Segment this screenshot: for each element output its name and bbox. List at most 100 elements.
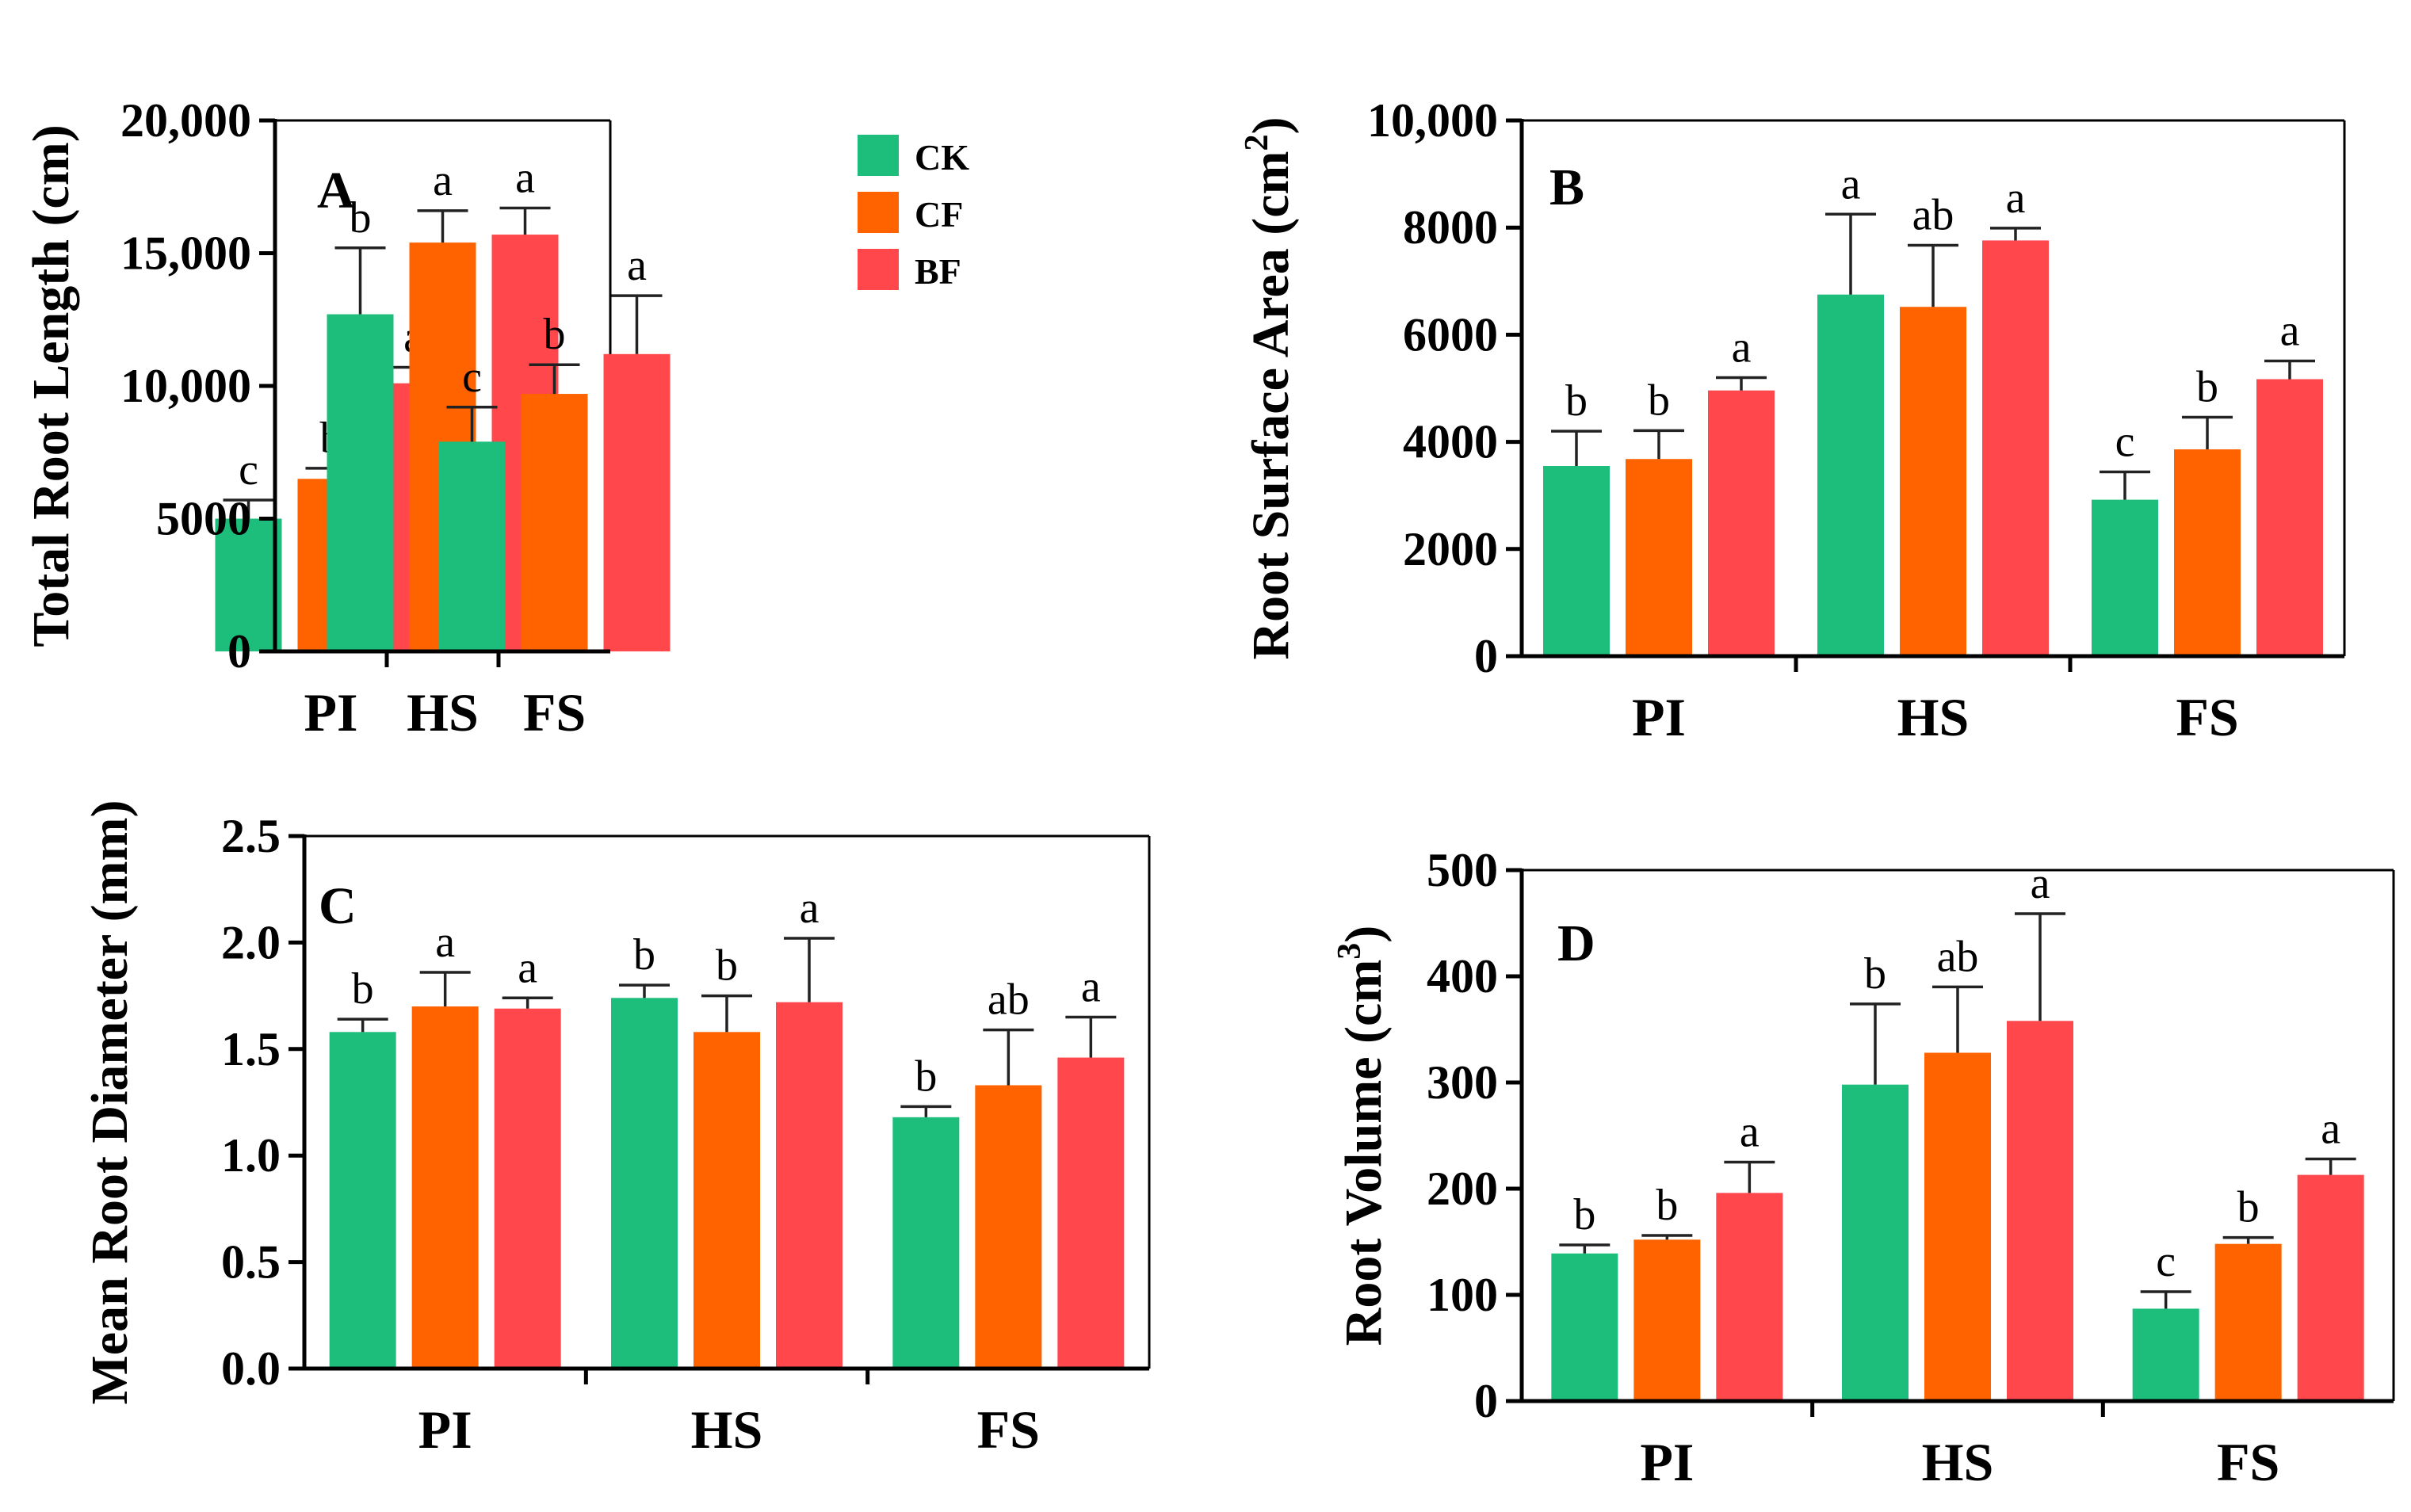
y-axis-title-superscript: 2 — [1239, 134, 1275, 151]
bar-cf-fs — [521, 394, 588, 651]
x-tick-label: FS — [2176, 687, 2238, 747]
x-tick-label: PI — [1632, 687, 1686, 747]
y-axis-title-text: Total Root Length (cm) — [22, 124, 80, 647]
y-tick-label: 4000 — [1403, 416, 1498, 468]
significance-letter: c — [462, 353, 482, 402]
x-tick-label: HS — [407, 682, 479, 743]
bar-ck-pi — [329, 1032, 396, 1369]
x-tick-label: FS — [523, 682, 586, 743]
x-tick-label: HS — [1922, 1432, 1994, 1492]
bar-bf-hs — [1982, 240, 2049, 656]
x-tick-label: PI — [1640, 1432, 1694, 1492]
bar-ck-hs — [327, 314, 394, 651]
significance-letter: ab — [1912, 191, 1954, 240]
bar-ck-pi — [215, 518, 282, 651]
significance-letter: a — [433, 156, 453, 205]
bar-ck-hs — [611, 998, 678, 1369]
bar-cf-pi — [1633, 1239, 1701, 1401]
y-tick-label: 0 — [227, 625, 251, 678]
panel-letter: B — [1549, 158, 1584, 216]
bar-ck-fs — [892, 1117, 960, 1369]
significance-letter: a — [1841, 159, 1861, 208]
x-tick-label: FS — [2217, 1432, 2279, 1492]
bar-bf-pi — [1708, 390, 1775, 656]
significance-letter: a — [435, 918, 455, 967]
y-axis-title: Root Surface Area (cm2) — [1239, 116, 1300, 659]
significance-letter: ab — [988, 976, 1030, 1025]
y-tick-label: 2000 — [1403, 523, 1498, 575]
y-tick-label: 10,000 — [120, 360, 251, 412]
y-tick-label: 5000 — [156, 493, 251, 545]
panel-d: b b a PI b ab a HS c b a FS 0 100 200 300 400 500 D Root Vo… — [1332, 844, 2395, 1492]
panel-c: b a a PI b b a HS b ab a FS 0.0 0.5 1.0 1.5 2.0 2.5 C Mean … — [81, 800, 1151, 1460]
significance-letter: a — [2280, 307, 2300, 356]
y-tick-label: 2.5 — [221, 810, 281, 862]
significance-letter: b — [1565, 376, 1588, 426]
significance-letter: b — [1573, 1190, 1595, 1239]
bar-bf-hs — [2007, 1021, 2073, 1401]
significance-letter: ab — [1937, 932, 1979, 981]
panel-letter: C — [319, 877, 357, 935]
y-tick-label: 20,000 — [120, 94, 251, 147]
y-tick-label: 0 — [1474, 630, 1498, 682]
y-tick-label: 0.5 — [221, 1236, 281, 1289]
significance-letter: b — [2196, 363, 2218, 412]
x-tick-label: HS — [691, 1399, 763, 1460]
bar-ck-fs — [438, 441, 506, 651]
y-axis-title-text: Root Volume (cm — [1335, 960, 1393, 1346]
significance-letter: a — [1732, 323, 1752, 372]
significance-letter: a — [1740, 1108, 1760, 1157]
legend-label-bf: BF — [915, 251, 961, 292]
panel-b: b b a PI a ab a HS c b a FS 0 2000 4000 6000 8000 10,000 B… — [1239, 94, 2346, 747]
x-tick-label: HS — [1897, 687, 1970, 747]
significance-letter: b — [352, 964, 374, 1014]
panel-letter: A — [317, 162, 355, 220]
legend-swatch-cf — [858, 192, 899, 233]
y-tick-label: 6000 — [1403, 308, 1498, 361]
y-axis-title: Mean Root Diameter (mm) — [81, 800, 139, 1405]
significance-letter: c — [2156, 1237, 2176, 1286]
bar-ck-fs — [2132, 1308, 2199, 1401]
y-tick-label: 1.5 — [221, 1023, 281, 1075]
y-axis-title-text: Root Surface Area (cm — [1242, 151, 1300, 659]
panel-a: cbaPIbaaHScbaFS0500010,00015,00020,000AT… — [22, 94, 969, 743]
y-tick-label: 8000 — [1403, 201, 1498, 254]
significance-letter: a — [2006, 174, 2026, 223]
legend-label-ck: CK — [915, 137, 969, 178]
x-tick-label: PI — [418, 1399, 472, 1460]
legend-swatch-ck — [858, 135, 899, 176]
y-tick-label: 500 — [1427, 844, 1498, 896]
bar-bf-fs — [603, 353, 671, 651]
y-axis-title-text: Mean Root Diameter (mm) — [81, 800, 139, 1405]
significance-letter: b — [2237, 1183, 2260, 1232]
bar-cf-hs — [1924, 1052, 1991, 1401]
significance-letter: b — [915, 1052, 937, 1101]
bar-cf-hs — [1900, 307, 1966, 656]
y-tick-label: 200 — [1427, 1163, 1498, 1215]
legend-swatch-bf — [858, 249, 899, 290]
y-axis-title: Total Root Length (cm) — [22, 124, 80, 647]
bar-cf-fs — [2214, 1243, 2282, 1401]
y-axis-title: Root Volume (cm3) — [1332, 926, 1393, 1346]
y-tick-label: 300 — [1427, 1056, 1498, 1109]
bar-bf-fs — [2256, 379, 2323, 656]
y-tick-label: 10,000 — [1367, 94, 1498, 147]
bar-ck-hs — [1842, 1084, 1909, 1401]
significance-letter: b — [350, 193, 372, 242]
significance-letter: c — [2115, 417, 2135, 466]
bar-cf-hs — [693, 1032, 760, 1369]
y-axis-title-superscript: 3 — [1332, 943, 1368, 960]
significance-letter: b — [1656, 1181, 1678, 1230]
bar-ck-fs — [2092, 499, 2158, 656]
significance-letter: b — [1648, 376, 1670, 425]
x-tick-label: FS — [977, 1399, 1040, 1460]
significance-letter: a — [1081, 962, 1101, 1011]
significance-letter: b — [544, 310, 566, 359]
y-tick-label: 400 — [1427, 950, 1498, 1002]
significance-letter: b — [1864, 949, 1886, 998]
legend-label-cf: CF — [915, 194, 963, 235]
panel-letter: D — [1557, 914, 1595, 972]
y-axis-title-tail: ) — [1242, 116, 1300, 134]
y-tick-label: 2.0 — [221, 916, 281, 968]
